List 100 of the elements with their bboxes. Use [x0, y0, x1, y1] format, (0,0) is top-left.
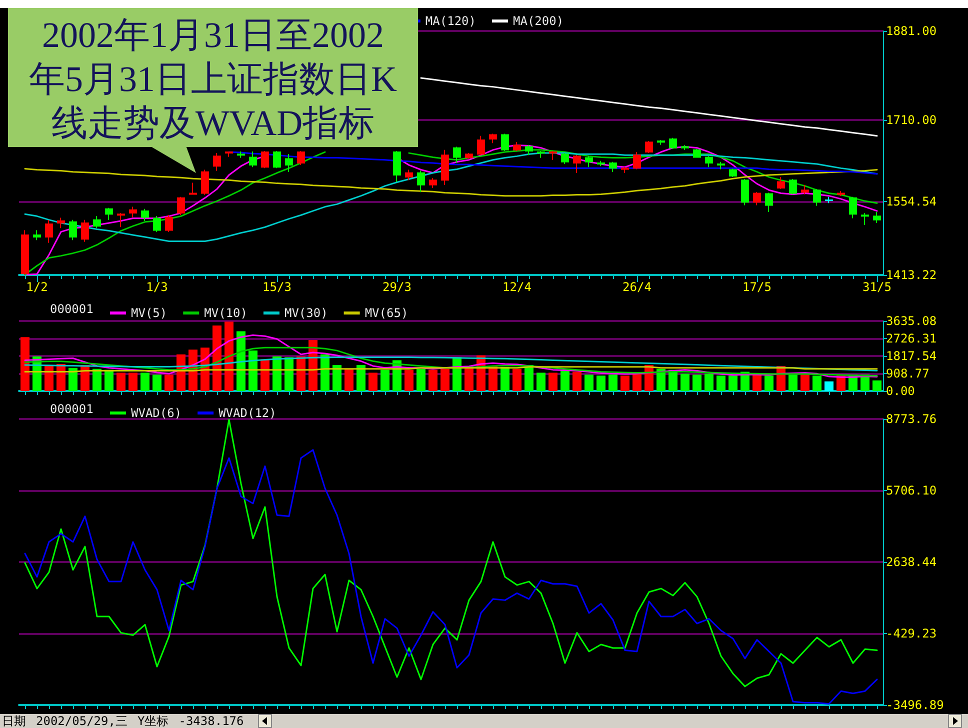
y-tick-label: 5706.10	[886, 484, 937, 498]
bar	[20, 337, 30, 391]
candlestick	[33, 230, 41, 241]
legend-label: MA(200)	[513, 14, 564, 28]
candlestick	[801, 184, 809, 195]
bar	[296, 356, 306, 391]
y-tick-label: -3496.89	[886, 698, 944, 712]
y-tick-label: 2638.44	[886, 555, 937, 569]
bar	[356, 365, 366, 391]
bar	[800, 374, 810, 391]
bar	[488, 366, 498, 391]
bar	[212, 326, 222, 391]
text: 2002年1月31日至2002年5月31日上证指数日K线走势及WVAD指标	[8, 8, 418, 147]
candlestick	[669, 137, 677, 150]
candlestick	[453, 146, 461, 164]
line-series	[24, 418, 878, 688]
bar	[692, 374, 702, 391]
bar	[248, 350, 258, 391]
candlestick	[645, 140, 653, 154]
y-tick-label: 1413.22	[886, 268, 937, 282]
bar	[272, 356, 282, 391]
bar	[536, 372, 546, 391]
y-tick-label: 1710.00	[886, 113, 937, 128]
bar	[128, 372, 138, 391]
bar	[440, 368, 450, 391]
bar	[140, 372, 150, 391]
bar	[548, 372, 558, 391]
x-tick-label: 1/2	[26, 280, 48, 294]
bar	[224, 322, 234, 391]
bar	[320, 354, 330, 391]
candlestick	[549, 150, 557, 160]
line-series	[420, 77, 878, 137]
x-tick-label: 17/5	[742, 280, 772, 294]
legend-label: WVAD(6)	[131, 406, 182, 420]
x-tick-label: 1/3	[146, 280, 168, 294]
y-tick-label: -429.23	[886, 626, 937, 640]
y-tick-label: 1817.54	[886, 349, 937, 363]
bar	[404, 370, 414, 391]
text: Y坐标	[136, 714, 170, 728]
bar	[620, 376, 630, 391]
candlestick	[441, 149, 449, 186]
candlestick	[57, 217, 65, 229]
candlestick	[429, 178, 437, 189]
bar	[680, 374, 690, 391]
candlestick	[717, 161, 725, 170]
candlestick	[765, 192, 773, 212]
candlestick	[573, 154, 581, 174]
legend-label: WVAD(12)	[218, 406, 276, 420]
bar	[572, 372, 582, 391]
bar	[788, 374, 798, 391]
x-tick-label: 31/5	[862, 280, 892, 294]
bar	[416, 368, 426, 391]
bar	[584, 374, 594, 391]
bar	[524, 365, 534, 391]
text: -3438.176	[178, 714, 245, 728]
y-tick-label: 3635.08	[886, 314, 937, 328]
candlestick	[621, 166, 629, 174]
legend-label: MV(65)	[364, 306, 408, 320]
x-tick-label: 15/3	[262, 280, 292, 294]
x-tick-label: 29/3	[382, 280, 412, 294]
x-tick-label: 26/4	[622, 280, 652, 294]
bar	[260, 359, 270, 391]
candlestick	[729, 168, 737, 178]
bar	[164, 374, 174, 391]
bar	[92, 368, 102, 391]
bar	[596, 376, 606, 391]
bar	[728, 376, 738, 391]
candlestick	[153, 216, 161, 232]
candlestick	[45, 219, 53, 244]
bar	[68, 368, 78, 391]
candlestick	[825, 196, 833, 204]
x-tick-label: 12/4	[502, 280, 532, 294]
legend-label: MV(5)	[131, 306, 168, 320]
line-series	[24, 449, 878, 705]
candlestick	[213, 152, 221, 172]
bar	[152, 374, 162, 391]
bar	[104, 370, 114, 391]
legend-label: MA(120)	[425, 14, 476, 28]
bar	[812, 376, 822, 391]
bar	[716, 376, 726, 391]
candlestick	[117, 212, 125, 228]
bar	[560, 370, 570, 391]
candlestick	[501, 133, 509, 152]
candlestick	[813, 188, 821, 206]
candlestick	[417, 170, 425, 193]
candlestick	[633, 152, 641, 170]
candlestick	[489, 133, 497, 144]
candlestick	[129, 206, 137, 218]
text: 2002/05/29,三	[35, 714, 128, 728]
candlestick	[537, 150, 545, 158]
candlestick	[261, 150, 269, 169]
candlestick	[405, 169, 413, 181]
bar	[512, 368, 522, 391]
line-series	[24, 334, 878, 378]
legend-title: 000001	[50, 302, 94, 316]
candlestick	[465, 152, 473, 160]
bar	[500, 366, 510, 391]
candlestick	[93, 216, 101, 229]
candlestick	[657, 140, 665, 146]
candlestick	[693, 148, 701, 158]
